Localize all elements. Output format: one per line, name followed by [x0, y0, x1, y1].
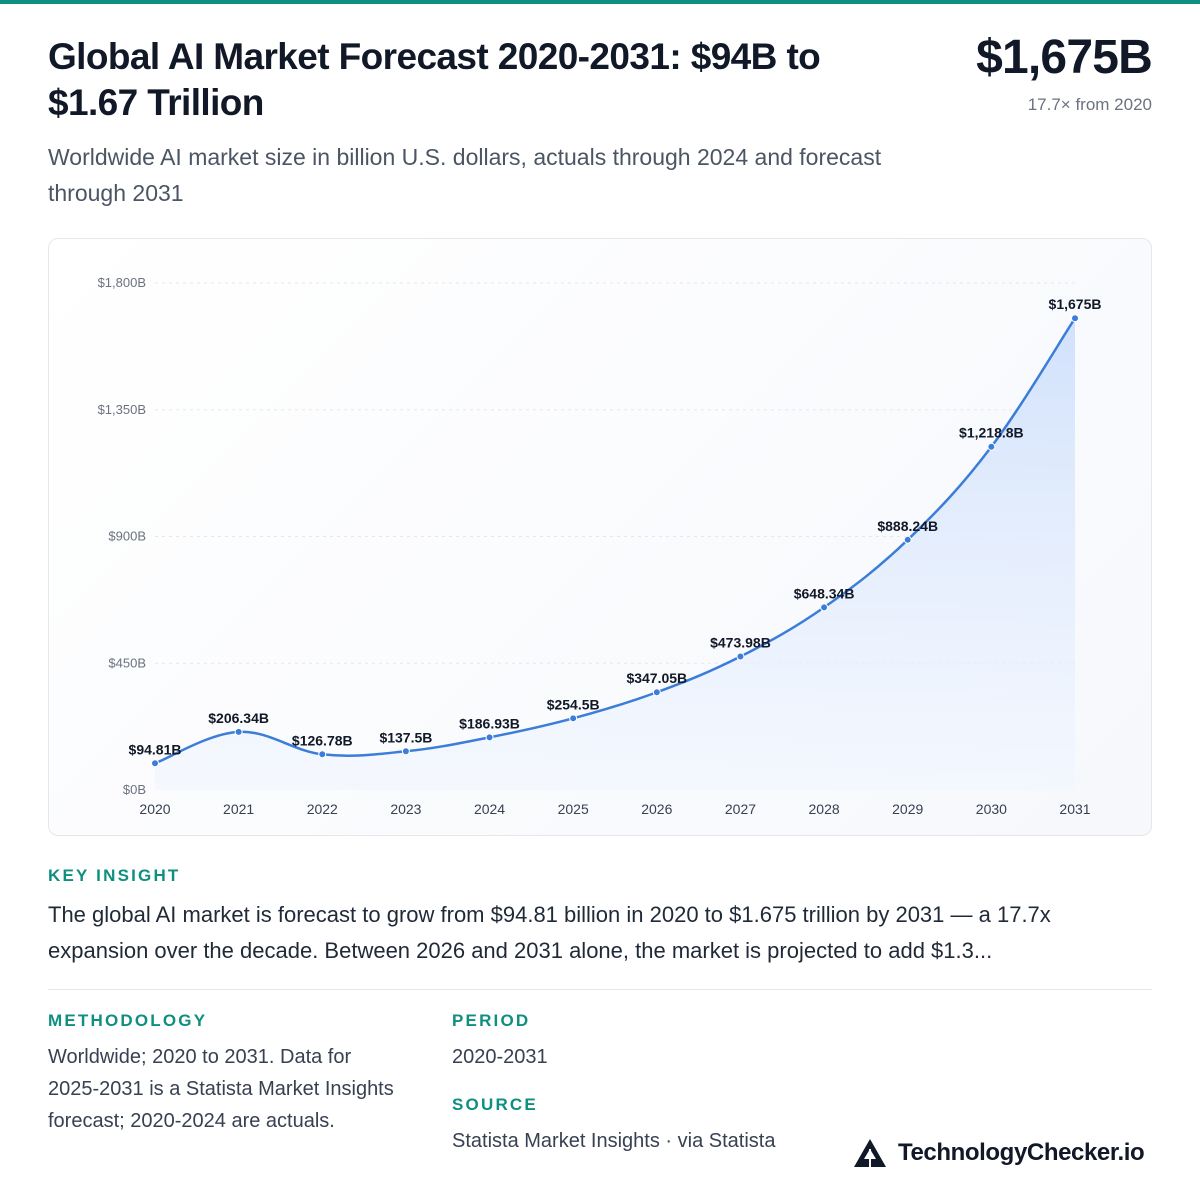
- data-point: [736, 652, 745, 661]
- data-point: [151, 759, 159, 768]
- x-tick-label: 2026: [641, 801, 672, 817]
- data-label: $1,675B: [1049, 296, 1102, 312]
- x-tick-label: 2025: [558, 801, 589, 817]
- y-tick-label: $1,800B: [98, 275, 146, 290]
- data-label: $1,218.8B: [959, 425, 1024, 441]
- x-tick-label: 2029: [892, 801, 923, 817]
- triangle-logo-icon: [854, 1139, 886, 1167]
- x-tick-label: 2023: [390, 801, 421, 817]
- y-tick-label: $1,350B: [98, 402, 146, 417]
- market-area-chart: $94.81B $206.34B $126.78B $137.5B $186.93B $2…: [98, 275, 1102, 817]
- data-point: [987, 442, 996, 451]
- series-area-fill: [155, 318, 1075, 790]
- key-insight-text: The global AI market is forecast to grow…: [48, 902, 1051, 963]
- data-label: $126.78B: [292, 732, 353, 748]
- period-label: PERIOD: [452, 1011, 531, 1030]
- period-text: 2020-2031: [452, 1046, 548, 1068]
- x-tick-label: 2022: [307, 801, 338, 817]
- data-label: $648.34B: [794, 585, 855, 601]
- methodology-text: Worldwide; 2020 to 2031. Data for 2025-2…: [48, 1046, 394, 1132]
- x-tick-label: 2024: [474, 801, 505, 817]
- data-point: [234, 727, 243, 736]
- data-point: [820, 603, 829, 612]
- data-label: $254.5B: [547, 696, 600, 712]
- x-tick-label: 2030: [976, 801, 1007, 817]
- methodology-label: METHODOLOGY: [48, 1011, 208, 1030]
- brand-logo: TechnologyChecker.io: [852, 1135, 1145, 1171]
- y-tick-label: $900B: [108, 529, 146, 544]
- data-label: $206.34B: [208, 710, 269, 726]
- x-tick-label: 2020: [139, 801, 170, 817]
- x-tick-label: 2021: [223, 801, 254, 817]
- data-label: $137.5B: [379, 729, 432, 745]
- data-label: $94.81B: [129, 741, 182, 757]
- top-accent-rule: [0, 0, 1200, 4]
- data-point: [652, 688, 661, 697]
- data-label: $347.05B: [626, 670, 687, 686]
- section-divider: [48, 989, 1152, 990]
- headline-note: 17.7× from 2020: [1027, 95, 1152, 114]
- page-title: Global AI Market Forecast 2020-2031: $94…: [48, 36, 821, 123]
- data-point: [318, 750, 327, 759]
- source-text: Statista Market Insights · via Statista: [452, 1130, 776, 1152]
- x-tick-label: 2031: [1059, 801, 1090, 817]
- data-label: $186.93B: [459, 715, 520, 731]
- key-insight-label: KEY INSIGHT: [48, 866, 181, 885]
- data-point: [1071, 314, 1079, 323]
- data-label: $888.24B: [877, 518, 938, 534]
- chart-card: $94.81B $206.34B $126.78B $137.5B $186.93B $2…: [48, 238, 1152, 836]
- x-tick-label: 2028: [809, 801, 840, 817]
- x-tick-label: 2027: [725, 801, 756, 817]
- y-tick-label: $0B: [123, 782, 146, 797]
- brand-name: TechnologyChecker.io: [898, 1139, 1145, 1166]
- data-point: [903, 535, 912, 544]
- page-subtitle: Worldwide AI market size in billion U.S.…: [48, 144, 882, 206]
- data-point: [401, 747, 410, 756]
- headline-value: $1,675B: [976, 31, 1153, 84]
- data-point: [485, 733, 494, 742]
- source-label: SOURCE: [452, 1095, 538, 1114]
- data-point: [569, 714, 578, 723]
- y-tick-label: $450B: [108, 655, 146, 670]
- data-label: $473.98B: [710, 634, 771, 650]
